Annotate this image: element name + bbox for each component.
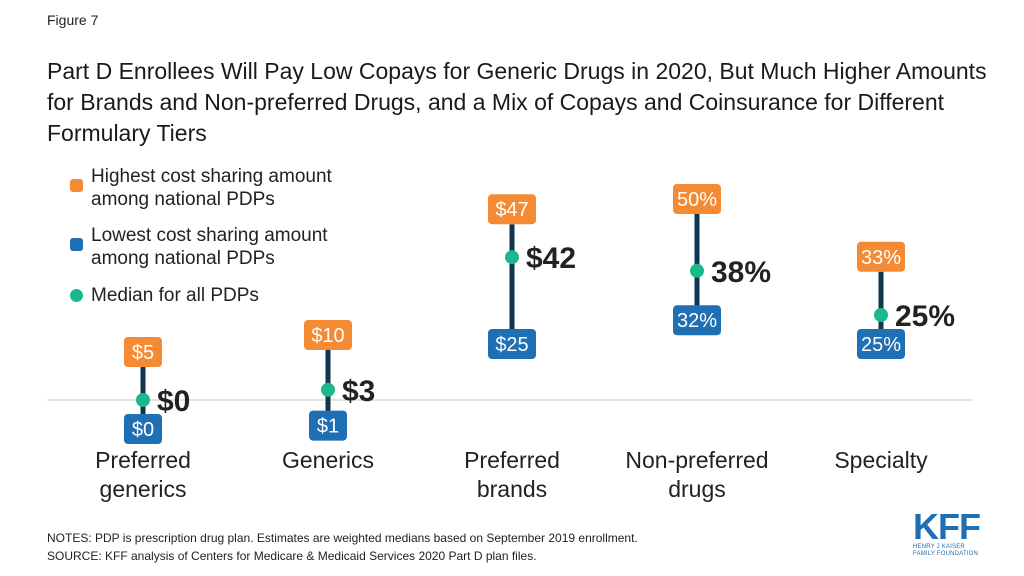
lowest-label: 25% xyxy=(861,334,901,356)
figure-label: Figure 7 xyxy=(47,12,99,28)
median-dot xyxy=(690,263,704,278)
legend-label-lowest: Lowest cost sharing amount among nationa… xyxy=(91,225,328,269)
median-label: $3 xyxy=(342,375,375,408)
median-label: $42 xyxy=(526,242,576,275)
lowest-box xyxy=(857,329,905,359)
highest-box xyxy=(673,184,721,214)
category-label: Preferred xyxy=(95,447,191,473)
source-text: SOURCE: KFF analysis of Centers for Medi… xyxy=(47,549,537,563)
category-label: Generics xyxy=(282,447,374,473)
median-dot xyxy=(874,308,888,322)
category-label: Specialty xyxy=(834,447,928,473)
notes-text: NOTES: PDP is prescription drug plan. Es… xyxy=(47,531,638,545)
legend-label-median: Median for all PDPs xyxy=(91,285,259,306)
category-label: brands xyxy=(477,476,547,502)
lowest-box xyxy=(309,410,347,441)
lowest-label: 32% xyxy=(677,310,717,332)
category-label: generics xyxy=(100,476,187,502)
median-label: 25% xyxy=(895,300,955,333)
kff-logo: KFF HENRY J KAISER FAMILY FOUNDATION xyxy=(913,506,989,558)
lowest-box xyxy=(673,305,721,336)
lowest-label: $0 xyxy=(132,419,154,441)
median-label: $0 xyxy=(157,385,190,418)
median-dot xyxy=(136,393,150,407)
median-dot xyxy=(505,250,519,265)
highest-label: $47 xyxy=(495,199,528,221)
legend-swatch-highest xyxy=(70,179,83,192)
logo-wordmark: KFF xyxy=(913,506,981,547)
notes-block: NOTES: PDP is prescription drug plan. Es… xyxy=(47,529,638,565)
category-label: Non-preferred xyxy=(625,447,768,473)
lowest-box xyxy=(124,414,162,444)
highest-label: 50% xyxy=(677,189,717,211)
legend-label-highest: Highest cost sharing amount among nation… xyxy=(91,166,332,210)
highest-box xyxy=(304,320,352,350)
category-label: drugs xyxy=(668,476,726,502)
highest-box xyxy=(488,194,536,225)
logo-subtitle-1: HENRY J KAISER xyxy=(913,544,965,550)
highest-label: $10 xyxy=(311,325,344,347)
highest-box xyxy=(857,241,905,272)
highest-box xyxy=(124,337,162,367)
logo-subtitle-2: FAMILY FOUNDATION xyxy=(913,551,979,557)
lowest-label: $1 xyxy=(317,416,339,438)
chart-title: Part D Enrollees Will Pay Low Copays for… xyxy=(47,58,987,146)
median-dot xyxy=(321,382,335,397)
category-label: Preferred xyxy=(464,447,560,473)
highest-label: 33% xyxy=(861,247,901,269)
legend-swatch-median xyxy=(70,289,83,302)
legend-swatch-lowest xyxy=(70,238,83,251)
lowest-box xyxy=(488,329,536,359)
highest-label: $5 xyxy=(132,342,154,364)
median-label: 38% xyxy=(711,256,771,289)
lowest-label: $25 xyxy=(495,334,528,356)
